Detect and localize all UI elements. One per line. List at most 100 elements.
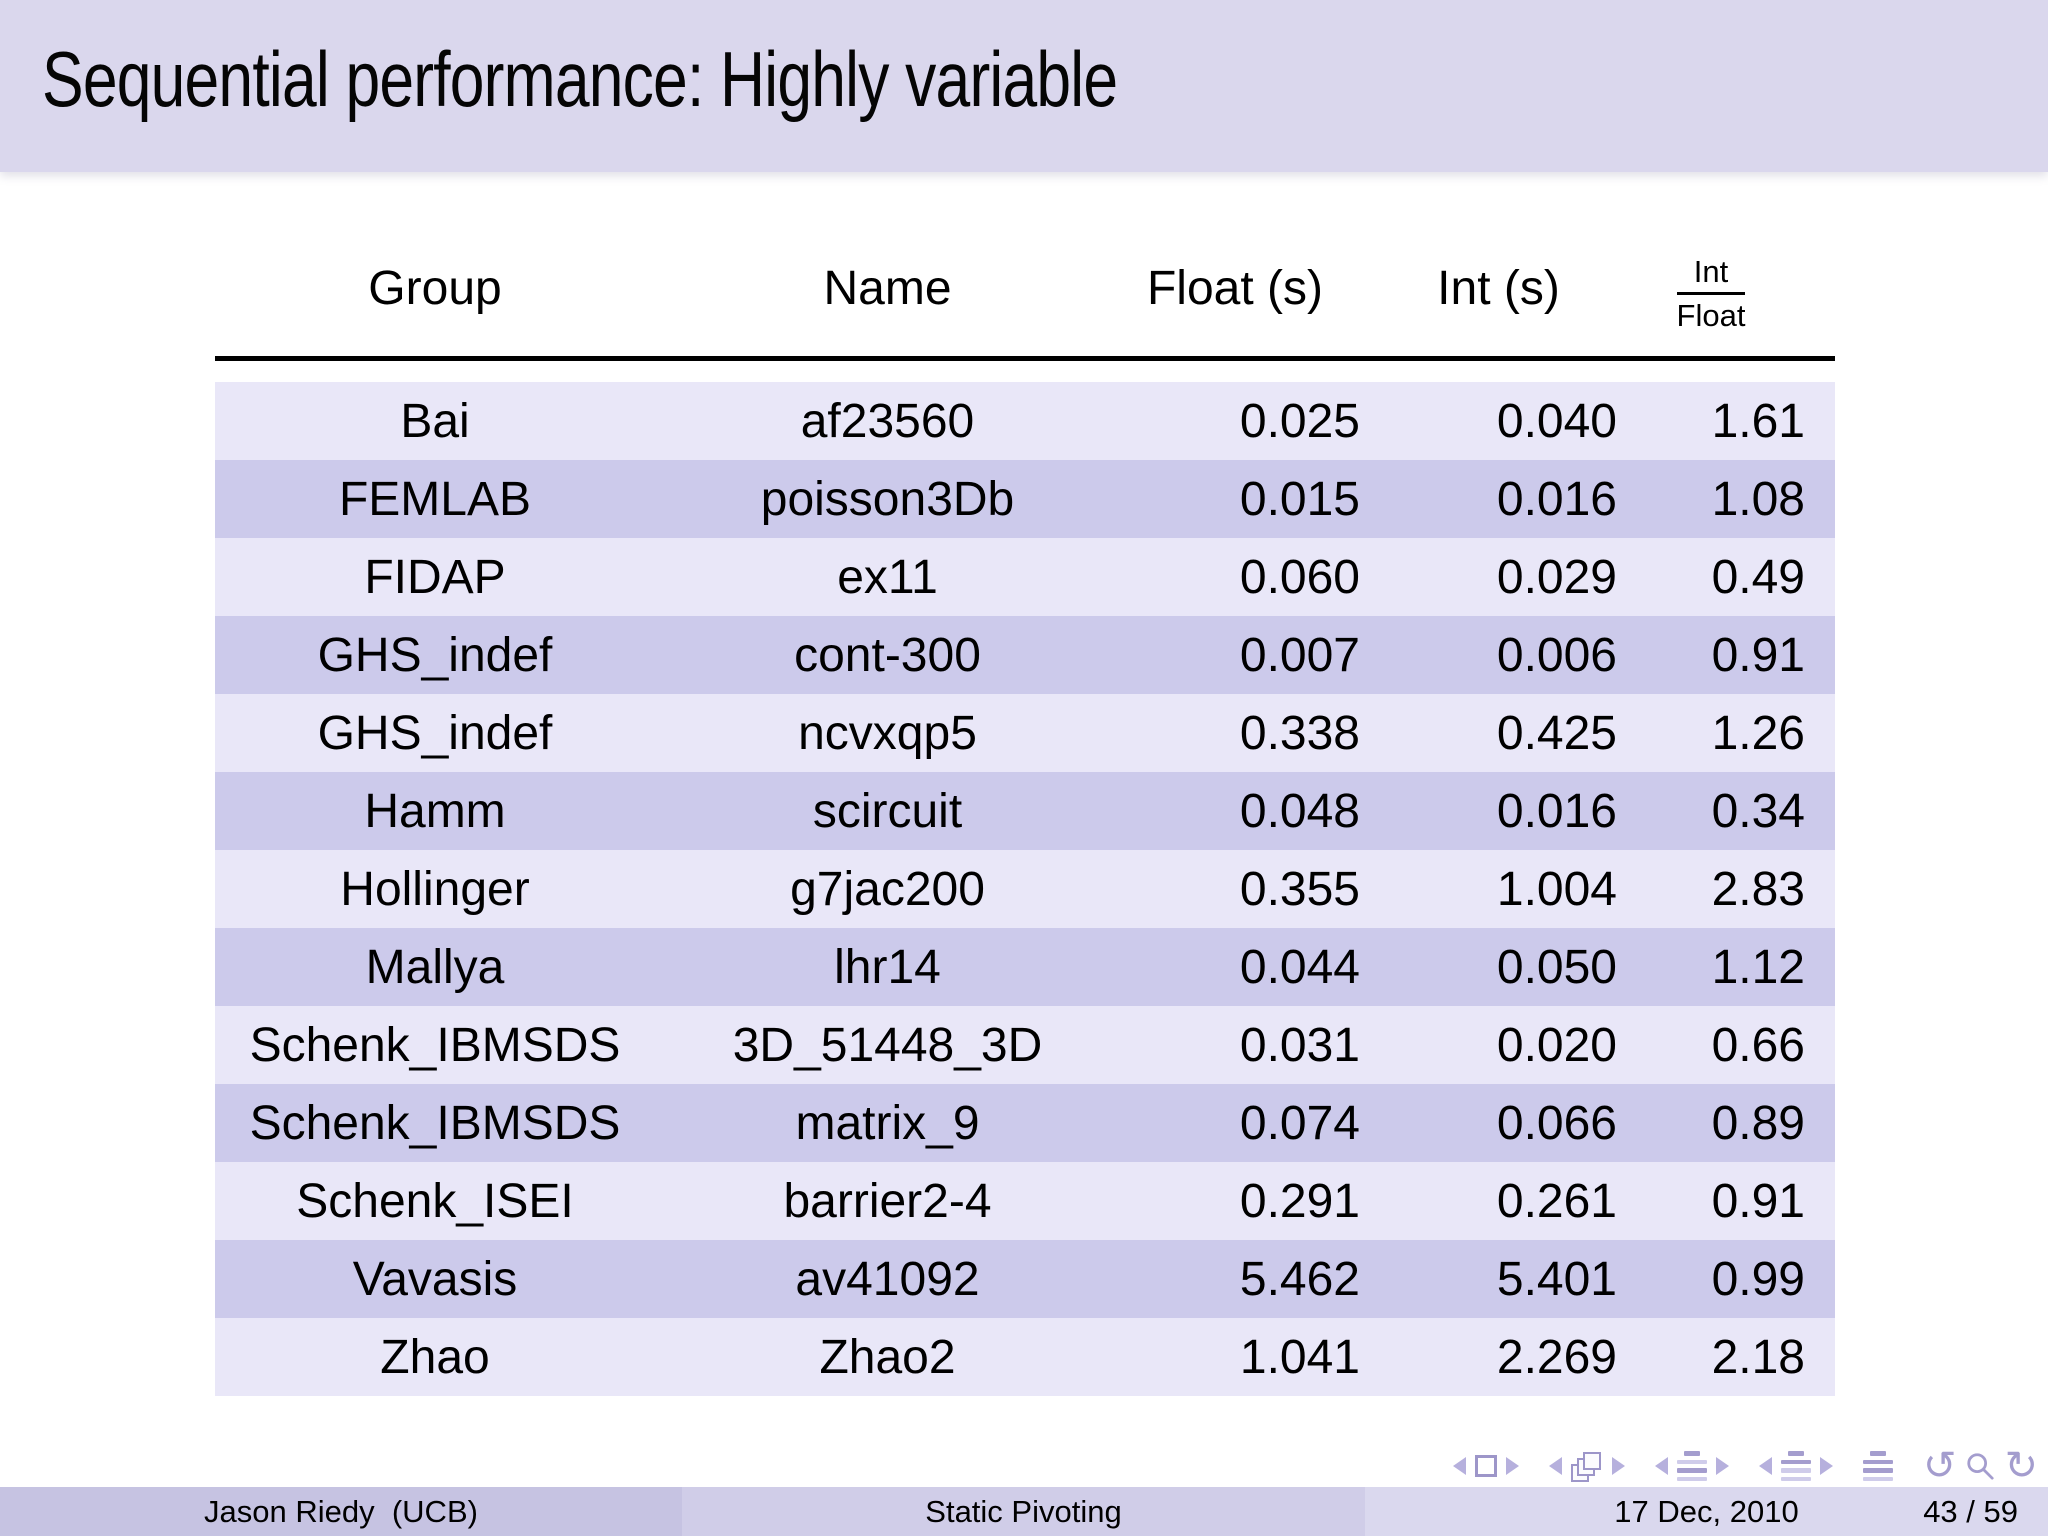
header-name: Name	[823, 262, 952, 315]
frames-icon[interactable]	[1570, 1450, 1603, 1482]
next-frame-icon[interactable]	[1611, 1457, 1625, 1475]
table-row: Hollinger g7jac200 0.355 1.004 2.83	[215, 850, 1835, 928]
appendix-list-icon[interactable]	[1862, 1451, 1893, 1481]
next-subsection-icon[interactable]	[1715, 1457, 1729, 1475]
cell-name: ex11	[837, 550, 938, 604]
cell-group: Vavasis	[352, 1252, 518, 1306]
history-nav-group: ↺ ↻	[1922, 1443, 2038, 1489]
cell-float: 0.007	[1239, 628, 1360, 682]
header-float-seconds: Float (s)	[1146, 262, 1323, 315]
cell-name: Zhao2	[819, 1330, 956, 1384]
cell-group: Hamm	[364, 784, 506, 838]
cell-group: GHS_indef	[317, 706, 553, 760]
subsection-list-icon[interactable]	[1676, 1451, 1707, 1481]
cell-ratio: 2.83	[1711, 862, 1805, 916]
go-forward-icon[interactable]: ↻	[2004, 1443, 2038, 1489]
cell-int: 0.006	[1496, 628, 1617, 682]
table-body: Bai af23560 0.025 0.040 1.61 FEMLAB pois…	[215, 382, 1835, 1396]
table-header-rule	[215, 356, 1835, 361]
table-row: GHS_indef cont-300 0.007 0.006 0.91	[215, 616, 1835, 694]
section-nav-group	[1758, 1451, 1833, 1481]
cell-name: matrix_9	[795, 1096, 980, 1150]
cell-group: FEMLAB	[338, 472, 532, 526]
slide-footer: Jason Riedy (UCB) Static Pivoting 17 Dec…	[0, 1487, 2048, 1536]
cell-group: Schenk_ISEI	[296, 1174, 574, 1228]
cell-name: g7jac200	[790, 862, 985, 916]
table-row: Schenk_IBMSDS 3D_51448_3D 0.031 0.020 0.…	[215, 1006, 1835, 1084]
footer-short-title: Static Pivoting	[925, 1493, 1122, 1529]
cell-ratio: 1.61	[1711, 394, 1805, 448]
cell-float: 0.048	[1239, 784, 1360, 838]
beamer-navigation-bar: ↺ ↻	[1452, 1443, 2038, 1489]
table-row: Hamm scircuit 0.048 0.016 0.34	[215, 772, 1835, 850]
cell-float: 0.074	[1239, 1096, 1360, 1150]
cell-name: lhr14	[834, 940, 941, 994]
ratio-fraction: Int Float	[1676, 254, 1746, 334]
table-row: GHS_indef ncvxqp5 0.338 0.425 1.26	[215, 694, 1835, 772]
ratio-denominator: Float	[1676, 298, 1746, 334]
cell-float: 0.031	[1239, 1018, 1360, 1072]
cell-float: 0.025	[1239, 394, 1360, 448]
cell-ratio: 0.89	[1711, 1096, 1805, 1150]
table-row: Zhao Zhao2 1.041 2.269 2.18	[215, 1318, 1835, 1396]
cell-ratio: 0.91	[1711, 1174, 1805, 1228]
cell-name: cont-300	[794, 628, 981, 682]
cell-name: av41092	[795, 1252, 980, 1306]
go-back-icon[interactable]: ↺	[1922, 1443, 1957, 1489]
cell-float: 0.291	[1239, 1174, 1360, 1228]
cell-group: Schenk_IBMSDS	[249, 1096, 621, 1150]
prev-section-icon[interactable]	[1758, 1457, 1772, 1475]
section-list-icon[interactable]	[1780, 1451, 1811, 1481]
cell-name: 3D_51448_3D	[732, 1018, 1043, 1072]
cell-group: Mallya	[365, 940, 505, 994]
cell-name: barrier2-4	[783, 1174, 992, 1228]
cell-group: Zhao	[380, 1330, 490, 1384]
cell-ratio: 0.99	[1711, 1252, 1805, 1306]
next-slide-icon[interactable]	[1505, 1457, 1519, 1475]
cell-float: 0.060	[1239, 550, 1360, 604]
cell-group: Schenk_IBMSDS	[249, 1018, 621, 1072]
cell-ratio: 0.49	[1711, 550, 1805, 604]
slide-icon[interactable]	[1474, 1455, 1497, 1477]
cell-int: 0.016	[1496, 472, 1617, 526]
cell-int: 0.261	[1496, 1174, 1617, 1228]
header-group: Group	[368, 262, 502, 315]
cell-name: af23560	[800, 394, 975, 448]
cell-ratio: 0.34	[1711, 784, 1805, 838]
cell-ratio: 1.26	[1711, 706, 1805, 760]
ratio-numerator: Int	[1676, 254, 1746, 296]
prev-subsection-icon[interactable]	[1654, 1457, 1668, 1475]
cell-int: 0.020	[1496, 1018, 1617, 1072]
prev-frame-icon[interactable]	[1548, 1457, 1562, 1475]
cell-ratio: 1.12	[1711, 940, 1805, 994]
cell-float: 5.462	[1239, 1252, 1360, 1306]
table-row: Mallya lhr14 0.044 0.050 1.12	[215, 928, 1835, 1006]
cell-group: Bai	[400, 394, 470, 448]
cell-int: 0.040	[1496, 394, 1617, 448]
footer-date-section: 17 Dec, 2010 43 / 59	[1365, 1487, 2048, 1536]
next-section-icon[interactable]	[1819, 1457, 1833, 1475]
cell-ratio: 1.08	[1711, 472, 1805, 526]
slide-title: Sequential performance: Highly variable	[42, 35, 1118, 123]
cell-int: 0.016	[1496, 784, 1617, 838]
cell-ratio: 0.66	[1711, 1018, 1805, 1072]
table-row: Schenk_IBMSDS matrix_9 0.074 0.066 0.89	[215, 1084, 1835, 1162]
cell-name: scircuit	[812, 784, 963, 838]
table-row: Vavasis av41092 5.462 5.401 0.99	[215, 1240, 1835, 1318]
slide-nav-group	[1452, 1455, 1519, 1477]
cell-group: Hollinger	[340, 862, 530, 916]
cell-ratio: 2.18	[1711, 1330, 1805, 1384]
footer-author: Jason Riedy (UCB)	[204, 1493, 478, 1529]
header-int-seconds: Int (s)	[1437, 262, 1560, 315]
footer-author-section: Jason Riedy (UCB)	[0, 1487, 682, 1536]
footer-title-section: Static Pivoting	[682, 1487, 1365, 1536]
frame-nav-group	[1548, 1450, 1625, 1482]
table-row: FIDAP ex11 0.060 0.029 0.49	[215, 538, 1835, 616]
search-icon[interactable]	[1965, 1451, 1995, 1481]
appendix-nav-group	[1862, 1451, 1893, 1481]
cell-ratio: 0.91	[1711, 628, 1805, 682]
footer-date: 17 Dec, 2010	[1614, 1493, 1799, 1529]
prev-slide-icon[interactable]	[1452, 1457, 1466, 1475]
cell-int: 0.066	[1496, 1096, 1617, 1150]
